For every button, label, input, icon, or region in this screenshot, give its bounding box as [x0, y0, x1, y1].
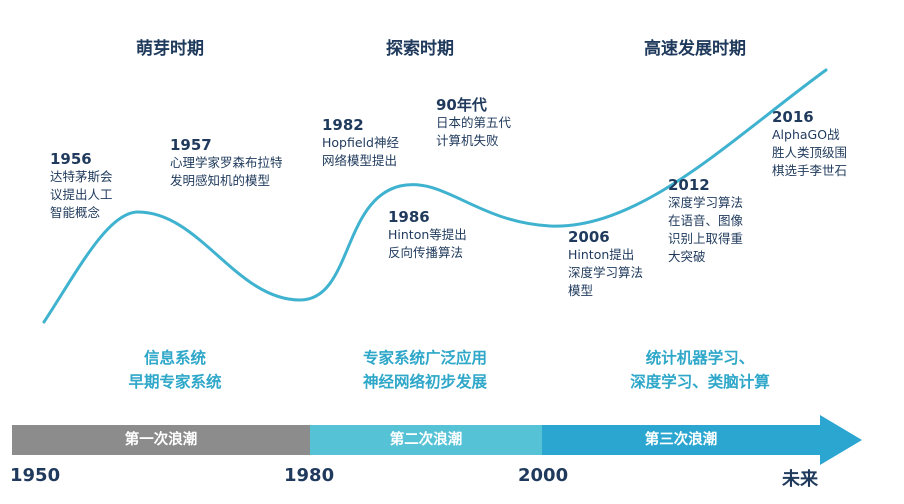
- event-year: 2012: [668, 176, 710, 194]
- event-year: 1957: [170, 136, 212, 154]
- wave-label-2: 第二次浪潮: [389, 432, 463, 448]
- event-desc: Hinton提出 深度学习算法 模型: [568, 247, 644, 298]
- event-desc: 达特茅斯会 议提出人工 智能概念: [50, 169, 113, 220]
- event-year: 2016: [772, 108, 814, 126]
- wave-bar-1: [12, 425, 310, 455]
- event-year: 90年代: [436, 96, 487, 114]
- axis-label-2000: 2000: [518, 465, 569, 486]
- phase-title-sprout: 萌芽时期: [136, 39, 204, 59]
- event-desc: 深度学习算法 在语音、图像 识别上取得重 大突破: [668, 195, 744, 264]
- wave-label-3: 第三次浪潮: [644, 432, 718, 448]
- event-2006: 2006 Hinton提出 深度学习算法 模型: [568, 228, 643, 300]
- event-1956: 1956 达特茅斯会 议提出人工 智能概念: [50, 150, 113, 222]
- wave-bar-3: [542, 425, 820, 455]
- timeline-arrow-head: [820, 415, 862, 465]
- axis-label-1980: 1980: [284, 465, 335, 486]
- development-curve: [42, 68, 828, 324]
- event-1982: 1982 Hopfield神经 网络模型提出: [322, 116, 399, 170]
- event-1957: 1957 心理学家罗森布拉特 发明感知机的模型: [170, 136, 283, 190]
- axis-label-1950: 1950: [10, 465, 61, 486]
- event-year: 1956: [50, 150, 92, 168]
- event-1986: 1986 Hinton等提出 反向传播算法: [388, 208, 467, 262]
- event-desc: AlphaGO战 胜人类顶级围 棋选手李世石: [772, 127, 848, 178]
- event-desc: Hopfield神经 网络模型提出: [322, 135, 399, 168]
- event-year: 2006: [568, 228, 610, 246]
- event-desc: 日本的第五代 计算机失败: [436, 115, 512, 148]
- event-2012: 2012 深度学习算法 在语音、图像 识别上取得重 大突破: [668, 176, 743, 266]
- event-year: 1986: [388, 208, 430, 226]
- event-year: 1982: [322, 116, 364, 134]
- event-2016: 2016 AlphaGO战 胜人类顶级围 棋选手李世石: [772, 108, 847, 180]
- event-1990s: 90年代 日本的第五代 计算机失败: [436, 96, 511, 150]
- stage-desc-2: 专家系统广泛应用 神经网络初步发展: [362, 349, 487, 391]
- event-desc: 心理学家罗森布拉特 发明感知机的模型: [170, 155, 283, 188]
- wave-bar-2: [310, 425, 542, 455]
- phase-title-rapid: 高速发展时期: [644, 39, 746, 59]
- wave-label-1: 第一次浪潮: [124, 432, 198, 448]
- stage-desc-3: 统计机器学习、 深度学习、类脑计算: [630, 349, 770, 391]
- event-desc: Hinton等提出 反向传播算法: [388, 227, 467, 260]
- stage-desc-1: 信息系统 早期专家系统: [128, 349, 222, 391]
- axis-label-future: 未来: [782, 469, 818, 490]
- phase-title-explore: 探索时期: [386, 39, 454, 59]
